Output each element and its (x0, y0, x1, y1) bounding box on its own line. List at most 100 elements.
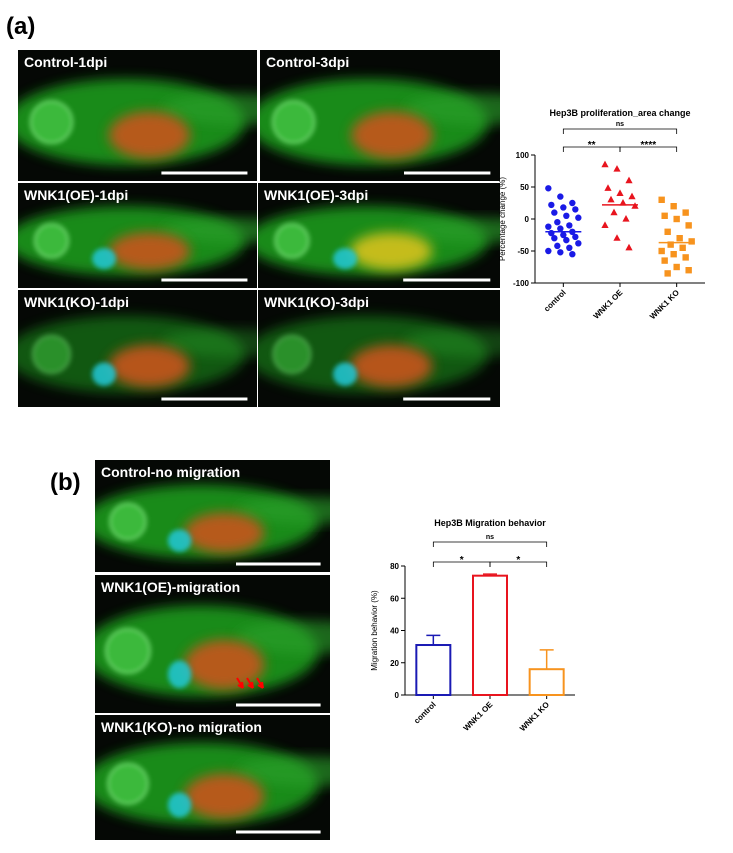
error-bar (539, 649, 554, 670)
image-label: WNK1(OE)-1dpi (24, 187, 128, 203)
image-label: Control-3dpi (266, 54, 349, 70)
significance-bracket (432, 541, 548, 547)
tumor (351, 111, 433, 159)
fish-eye (31, 334, 72, 375)
significance-bracket (562, 128, 678, 134)
tumor (184, 773, 265, 819)
point (664, 270, 671, 277)
image-content (18, 183, 257, 288)
y-tick-label: 60 (390, 594, 399, 603)
significance-label: * (516, 555, 520, 566)
point (625, 176, 633, 184)
significance-bracket (619, 146, 678, 152)
significance-label: ** (588, 140, 596, 151)
image-content (260, 50, 500, 181)
point (670, 251, 677, 258)
y-tick-label: 40 (390, 627, 399, 636)
image-content (95, 575, 330, 713)
fish-tail (236, 756, 330, 787)
point (661, 257, 668, 264)
point (613, 234, 621, 241)
point (545, 185, 552, 192)
point (664, 228, 671, 235)
y-tick-label: 0 (395, 691, 400, 700)
tumor (108, 111, 191, 159)
fish-tail (236, 496, 330, 524)
significance-label: ns (616, 121, 624, 128)
fish-eye (274, 222, 310, 259)
point (566, 222, 573, 229)
significance-label: ns (486, 534, 494, 541)
blue-spot (333, 248, 358, 270)
image-label: WNK1(KO)-no migration (101, 719, 262, 735)
point (622, 215, 630, 222)
tumor (108, 344, 191, 388)
fish-tail (161, 93, 257, 125)
image-content (258, 290, 500, 407)
error-bar (426, 634, 441, 646)
blue-spot (92, 248, 116, 270)
chart-title: Hep3B proliferation_area change (549, 108, 690, 118)
chart-title: Hep3B Migration behavior (434, 518, 546, 528)
fish-tail (236, 620, 330, 654)
point (560, 231, 567, 239)
point (554, 219, 561, 226)
blue-spot (92, 362, 116, 386)
point (658, 196, 665, 203)
point (557, 249, 564, 256)
image-label: WNK1(OE)-3dpi (264, 187, 368, 203)
fish-eye (29, 100, 74, 145)
image-label: WNK1(KO)-3dpi (264, 294, 369, 310)
point (572, 206, 579, 213)
y-tick-label: -50 (517, 247, 529, 256)
bar (415, 644, 452, 697)
point (548, 201, 555, 209)
tumor (184, 512, 265, 553)
point (613, 165, 621, 172)
significance-label: **** (641, 140, 657, 151)
fish-eye (106, 762, 149, 805)
point (607, 195, 615, 203)
y-tick-label: 100 (516, 151, 530, 160)
y-tick-label: 50 (520, 183, 529, 192)
point (673, 215, 680, 223)
point (688, 238, 695, 245)
image-label: WNK1(OE)-migration (101, 579, 240, 595)
point (563, 212, 570, 219)
arrow (256, 677, 264, 689)
fish-eye (33, 222, 70, 259)
x-tick-label: WNK1 OE (592, 288, 625, 321)
fish-eye (104, 627, 151, 674)
x-tick-label: control (412, 700, 438, 726)
image-content (258, 183, 500, 288)
image-label: WNK1(KO)-1dpi (24, 294, 129, 310)
image-content (18, 290, 257, 407)
point (616, 189, 624, 196)
image-content (95, 715, 330, 840)
point (575, 240, 582, 247)
y-tick-label: 20 (390, 659, 399, 668)
panel-label: (a) (6, 13, 35, 40)
point (566, 244, 573, 251)
fish-tail (161, 328, 257, 357)
point (679, 244, 686, 251)
point (560, 204, 567, 211)
tumor (349, 344, 433, 388)
point (557, 193, 564, 200)
x-tick-label: WNK1 KO (518, 700, 551, 733)
point (658, 247, 665, 255)
fish-image: WNK1(KO)-3dpi (258, 290, 500, 407)
image-content (95, 460, 330, 572)
point (667, 241, 674, 248)
blue-spot (167, 660, 192, 689)
y-axis-label: Percentage change (%) (498, 177, 507, 261)
point (610, 208, 618, 216)
point (545, 223, 552, 230)
significance-label: * (460, 555, 464, 566)
y-tick-label: -100 (513, 279, 530, 288)
fish-image: Control-3dpi (260, 50, 500, 181)
fish-tail (161, 217, 257, 243)
point (661, 212, 668, 219)
tumor (184, 639, 265, 690)
blue-spot (333, 362, 358, 386)
